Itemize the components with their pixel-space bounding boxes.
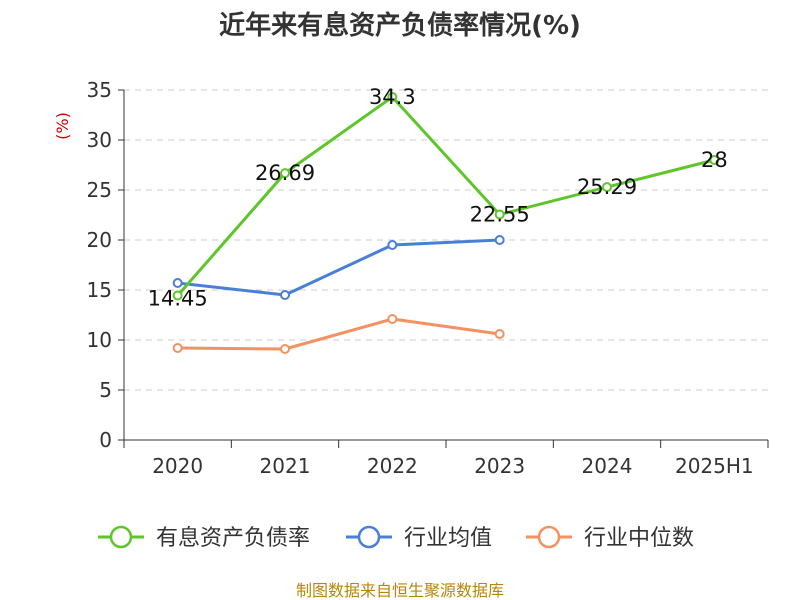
data-point bbox=[280, 344, 290, 354]
x-tick-label: 2025H1 bbox=[675, 454, 754, 478]
data-point bbox=[602, 182, 612, 193]
data-point bbox=[172, 278, 183, 288]
y-axis-label: (%) bbox=[53, 112, 72, 140]
data-point bbox=[494, 235, 505, 245]
data-point bbox=[387, 92, 398, 102]
series-lines bbox=[172, 92, 720, 354]
legend-item-label: 行业中位数 bbox=[584, 526, 694, 551]
data-label: 34.3 bbox=[369, 85, 416, 109]
y-tick-label: 0 bbox=[99, 428, 112, 452]
y-tick-label: 30 bbox=[87, 128, 112, 152]
y-tick-label: 25 bbox=[87, 178, 112, 202]
axes: 0 5 10 15 20 25 30 35 2020 2021 2022 2023 2024 2025H1 bbox=[87, 78, 769, 478]
data-label: 14.45 bbox=[148, 287, 208, 311]
series-line-0 bbox=[176, 95, 715, 297]
data-point bbox=[280, 168, 290, 179]
data-point bbox=[494, 209, 505, 220]
x-tick-label: 2022 bbox=[367, 454, 418, 478]
legend-marker bbox=[357, 525, 381, 549]
x-tick-label: 2020 bbox=[152, 454, 203, 478]
data-label: 25.29 bbox=[577, 175, 637, 199]
y-tick-label: 20 bbox=[87, 228, 112, 252]
data-point bbox=[494, 329, 505, 339]
data-point bbox=[280, 290, 290, 300]
y-tick-label: 10 bbox=[87, 328, 112, 352]
legend-item-label: 有息资产负债率 bbox=[156, 526, 310, 551]
data-labels: 14.45 26.69 34.3 22.55 25.29 28 bbox=[148, 85, 728, 311]
data-point bbox=[172, 343, 183, 353]
series-line-1 bbox=[177, 238, 500, 297]
data-point bbox=[387, 240, 398, 250]
data-label: 26.69 bbox=[255, 161, 315, 185]
legend-item-label: 行业均值 bbox=[404, 526, 492, 551]
chart-title: 近年来有息资产负债率情况(%) bbox=[219, 10, 581, 41]
legend-marker bbox=[109, 525, 133, 549]
legend-marker bbox=[537, 525, 561, 549]
data-point bbox=[387, 314, 398, 324]
data-label: 22.55 bbox=[470, 203, 530, 227]
source-note: 制图数据来自恒生聚源数据库 bbox=[296, 581, 504, 600]
x-tick-label: 2024 bbox=[582, 454, 633, 478]
data-point bbox=[172, 290, 183, 301]
y-tick-label: 5 bbox=[99, 378, 112, 402]
grid-lines bbox=[124, 89, 768, 391]
legend: 有息资产负债率 行业均值 行业中位数 bbox=[98, 525, 694, 551]
x-tick-label: 2021 bbox=[260, 454, 311, 478]
y-tick-label: 35 bbox=[87, 78, 112, 102]
data-label: 28 bbox=[701, 148, 728, 172]
data-point bbox=[709, 155, 720, 165]
y-tick-label: 15 bbox=[87, 278, 112, 302]
x-tick-label: 2023 bbox=[474, 454, 525, 478]
series-line-2 bbox=[177, 317, 500, 351]
